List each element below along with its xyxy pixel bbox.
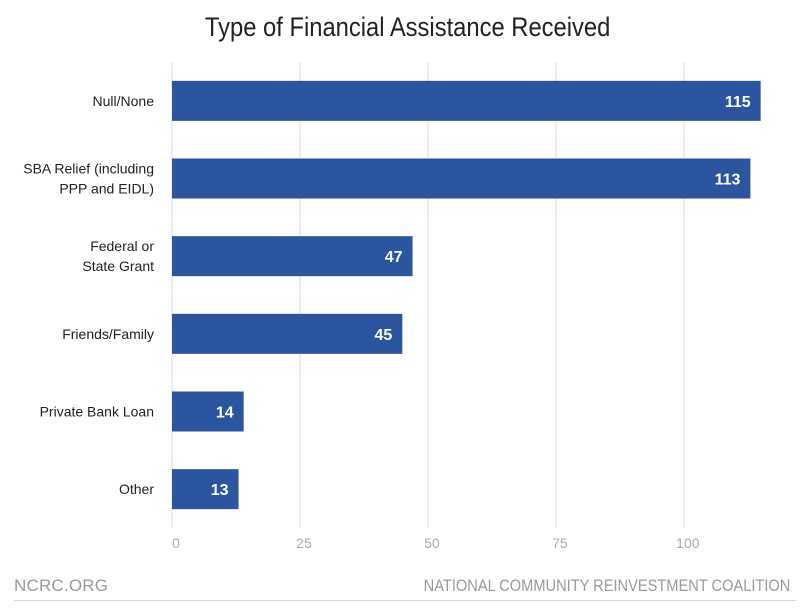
data-label: 113: [715, 172, 741, 189]
bar[interactable]: [172, 80, 761, 121]
x-tick-label: 75: [552, 535, 568, 551]
category-label: Null/None: [93, 93, 155, 109]
category-label: Other: [119, 481, 154, 497]
data-label: 13: [211, 482, 229, 499]
bar[interactable]: [172, 158, 751, 199]
bars: 115 113 47 45 14 13: [172, 80, 761, 510]
data-label: 47: [385, 249, 403, 266]
bar[interactable]: [172, 391, 244, 432]
x-tick-label: 50: [424, 535, 440, 551]
bar[interactable]: [172, 313, 403, 354]
footer-divider: [14, 600, 796, 601]
footer-organization: NATIONAL COMMUNITY REINVESTMENT COALITIO…: [423, 576, 790, 595]
data-label: 45: [375, 327, 393, 344]
data-label: 14: [216, 405, 234, 422]
x-tick-label: 100: [676, 535, 700, 551]
category-labels: Null/None SBA Relief (including PPP and EI…: [23, 93, 154, 497]
gridlines: [171, 62, 685, 528]
x-tick-label: 0: [172, 535, 180, 551]
category-label: Friends/Family: [62, 326, 154, 342]
category-label: Federal or State Grant: [82, 238, 154, 274]
x-tick-label: 25: [296, 535, 312, 551]
chart-title: Type of Financial Assistance Received: [204, 12, 611, 42]
footer-site[interactable]: NCRC.ORG: [14, 576, 109, 595]
data-label: 115: [725, 94, 751, 111]
bar[interactable]: [172, 236, 413, 277]
category-label: SBA Relief (including PPP and EIDL): [23, 161, 154, 197]
bar[interactable]: [172, 469, 239, 510]
category-label: Private Bank Loan: [40, 404, 154, 420]
x-axis-ticks: 0 25 50 75 100: [172, 535, 700, 551]
